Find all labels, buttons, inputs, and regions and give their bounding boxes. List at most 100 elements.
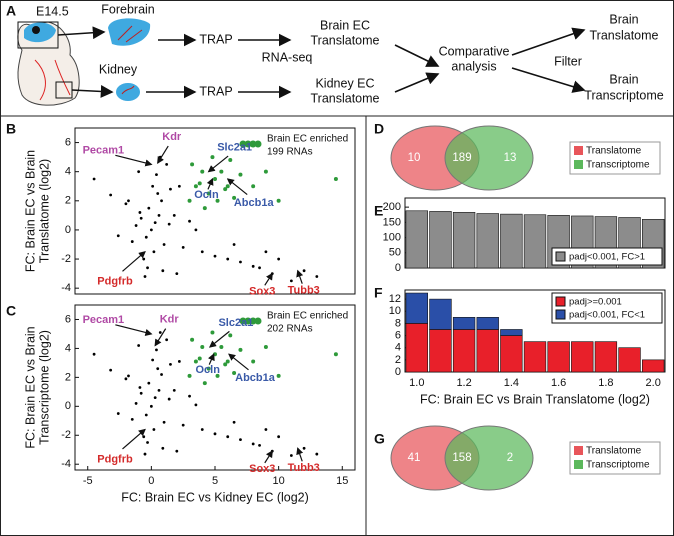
- point: [251, 359, 256, 364]
- panel-a: A E14.5 Forebrain Kidney TRAP TRAP RNA-s…: [6, 2, 664, 106]
- point: [276, 198, 281, 203]
- point: [232, 195, 237, 200]
- venn-count: 158: [452, 452, 471, 464]
- annotation-arrow: [296, 447, 304, 462]
- label: TRAP: [199, 84, 232, 98]
- bar: [429, 329, 452, 373]
- point: [160, 373, 163, 376]
- point: [147, 381, 151, 385]
- legend-marker: [239, 140, 247, 148]
- point: [151, 358, 155, 362]
- y-tick-label: 100: [383, 231, 401, 243]
- x-tick-label: 15: [336, 475, 348, 487]
- point: [124, 202, 128, 206]
- annotation: Sox3: [249, 463, 275, 475]
- point: [333, 176, 338, 181]
- y-tick-label: 12: [389, 293, 401, 305]
- point: [232, 420, 236, 424]
- label: analysis: [451, 59, 496, 73]
- panel-label: A: [6, 3, 16, 19]
- point: [190, 337, 195, 342]
- legend-swatch: [555, 251, 566, 262]
- panel-label: E: [374, 203, 383, 219]
- annotation: Slc2a1: [218, 317, 253, 329]
- y-tick-label: -2: [61, 429, 71, 441]
- point: [194, 403, 198, 407]
- point: [175, 272, 179, 276]
- annotation: Pdgfrb: [97, 276, 133, 288]
- point: [194, 228, 198, 232]
- legend-label: padj<0.001, FC<1: [569, 310, 645, 321]
- point: [149, 228, 153, 232]
- arrow: [57, 26, 106, 40]
- bar: [405, 210, 428, 269]
- point: [139, 391, 143, 395]
- arrow: [71, 85, 114, 98]
- point: [219, 344, 224, 349]
- point: [228, 333, 233, 338]
- point: [138, 211, 142, 214]
- legend-label: padj>=0.001: [569, 297, 622, 308]
- point: [134, 402, 138, 405]
- point: [142, 257, 146, 261]
- point: [238, 347, 243, 352]
- annotation-arrow: [122, 250, 146, 272]
- point: [169, 362, 172, 366]
- legend-marker: [254, 140, 262, 148]
- arrow: [511, 27, 586, 56]
- point: [165, 338, 169, 342]
- annotation: Ocln: [196, 364, 221, 376]
- annotation: Ocln: [194, 189, 219, 201]
- point: [116, 234, 120, 238]
- label: Filter: [554, 54, 582, 68]
- bar: [405, 292, 428, 324]
- point: [143, 452, 147, 456]
- annotation-arrow: [115, 324, 153, 336]
- point: [92, 352, 96, 356]
- annotation-arrow: [208, 353, 215, 365]
- point: [264, 428, 268, 431]
- point: [153, 221, 157, 225]
- point: [289, 279, 293, 283]
- y-tick-label: 6: [65, 313, 71, 325]
- venn-count: 189: [452, 152, 471, 164]
- point: [258, 443, 261, 447]
- bar: [476, 329, 499, 373]
- annotation-arrow: [226, 178, 248, 196]
- y-tick-label: 0: [395, 366, 401, 378]
- x-tick-label: 1.6: [551, 377, 566, 389]
- bar: [452, 212, 476, 269]
- annotation-arrow: [206, 177, 214, 190]
- point: [251, 184, 256, 189]
- legend-marker: [244, 140, 252, 148]
- label: Kidney: [99, 62, 138, 76]
- legend-swatch: [574, 160, 583, 169]
- bar: [618, 347, 641, 373]
- embryo-brain: [24, 22, 56, 43]
- bar: [452, 329, 476, 373]
- x-tick-label: 1.0: [409, 377, 424, 389]
- point: [152, 250, 156, 254]
- point: [152, 428, 156, 431]
- point: [162, 420, 166, 424]
- annotation-arrow: [264, 272, 273, 286]
- point: [263, 169, 268, 174]
- panel-label: F: [374, 285, 383, 301]
- point: [160, 199, 163, 203]
- legend-label: Brain EC enriched: [267, 134, 348, 145]
- point: [146, 441, 149, 444]
- point: [206, 191, 211, 196]
- bar: [405, 323, 428, 373]
- point: [155, 173, 158, 176]
- x-axis-title: FC: Brain EC vs Kidney EC (log2): [121, 490, 309, 504]
- legend-label: 202 RNAs: [267, 324, 313, 335]
- annotation-arrow: [207, 155, 229, 173]
- x-tick-label: 10: [273, 475, 285, 487]
- annotation: Kdr: [160, 313, 180, 325]
- point: [315, 452, 319, 456]
- point: [197, 181, 202, 186]
- y-axis-title: Transcriptome (log2): [37, 330, 51, 445]
- label: E14.5: [36, 4, 69, 18]
- bar: [429, 211, 452, 269]
- point: [138, 386, 142, 389]
